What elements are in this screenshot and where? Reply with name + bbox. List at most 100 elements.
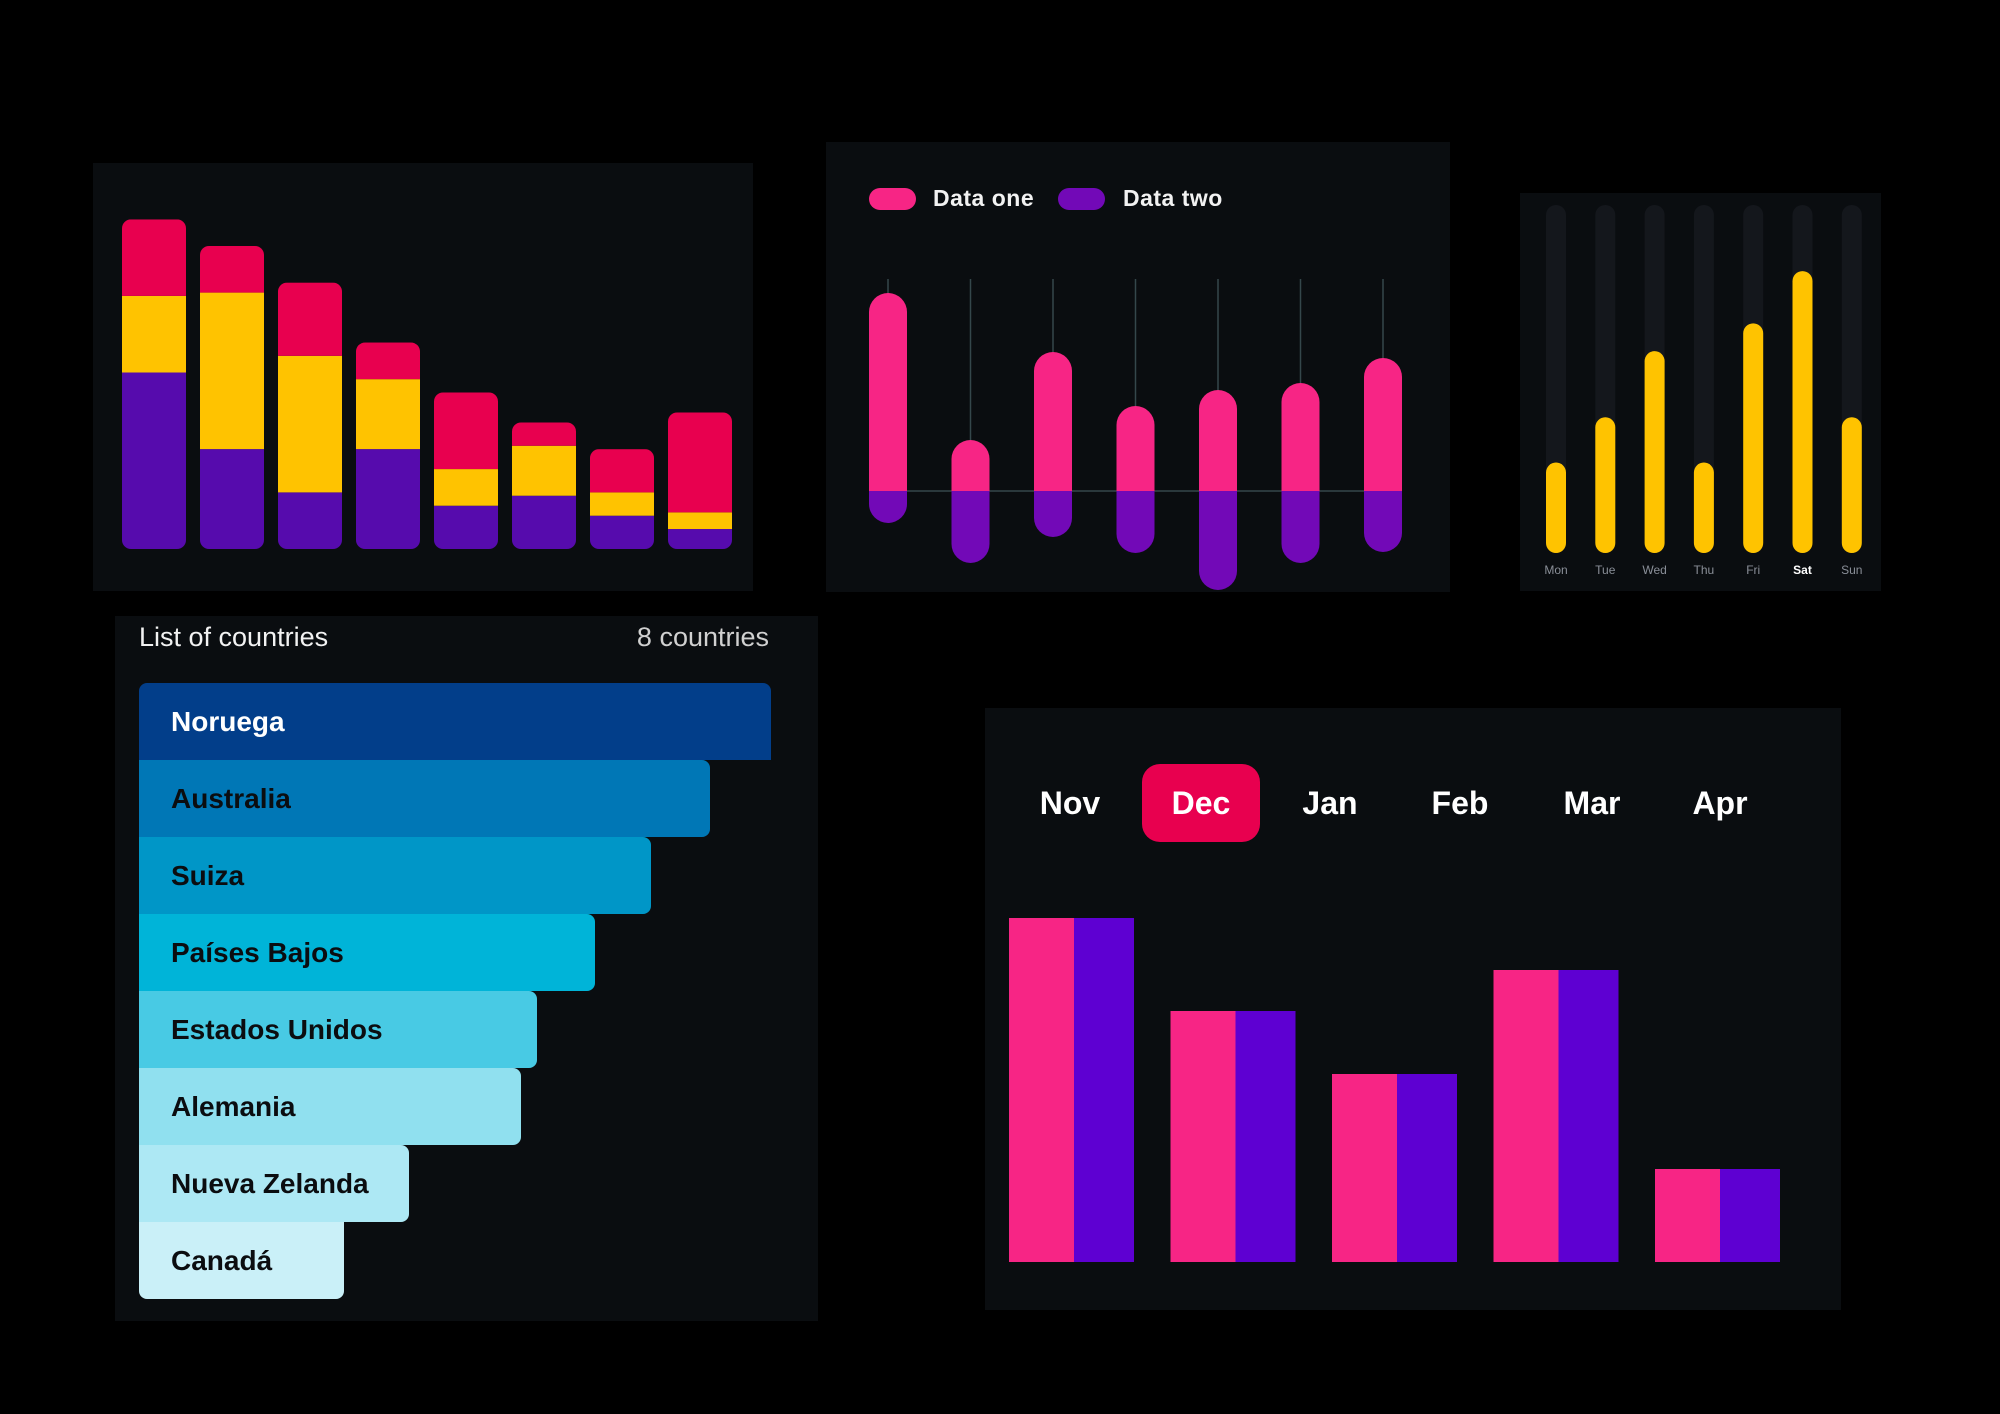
bar-data-one	[1199, 390, 1237, 491]
bar-segment	[278, 282, 342, 356]
bar-pink-nov	[1009, 918, 1074, 1262]
bar-segment	[122, 219, 186, 296]
bar-data-one	[951, 440, 990, 491]
bar-purple-feb	[1397, 1074, 1457, 1262]
bar-pink-jan	[1170, 1011, 1236, 1262]
stacked-bar	[434, 392, 498, 549]
day-label-fri: Fri	[1746, 563, 1761, 577]
bar-pink-apr	[1655, 1169, 1720, 1262]
country-name: Suiza	[171, 860, 245, 891]
bar-data-one	[1116, 406, 1155, 491]
bar-data-two	[1199, 491, 1237, 590]
bar-segment	[434, 392, 498, 470]
bar-data-two	[1034, 491, 1072, 537]
bar-data-two	[1116, 491, 1155, 553]
bar-segment	[278, 355, 342, 493]
country-row[interactable]: Noruega	[139, 683, 771, 760]
bar-segment	[434, 505, 498, 549]
tab-dec[interactable]: Dec	[1142, 764, 1260, 842]
bar-mon	[1546, 462, 1566, 553]
day-label-wed: Wed	[1642, 563, 1667, 577]
stacked-bar	[200, 245, 264, 549]
country-name: Países Bajos	[171, 937, 344, 968]
bar-segment	[356, 342, 420, 380]
country-name: Alemania	[171, 1091, 296, 1122]
bar-segment	[356, 379, 420, 450]
stacked-bar	[356, 342, 420, 549]
country-row[interactable]: Nueva Zelanda	[139, 1145, 410, 1222]
bar-data-two	[951, 491, 990, 563]
stacked-bar	[590, 449, 654, 549]
country-name: Australia	[171, 783, 291, 814]
bar-segment	[200, 245, 264, 293]
tab-apr[interactable]: Apr	[1692, 785, 1748, 821]
tab-feb[interactable]: Feb	[1431, 785, 1489, 821]
tab-mar[interactable]: Mar	[1563, 785, 1621, 821]
bar-purple-jan	[1235, 1011, 1296, 1262]
bar-segment	[512, 422, 576, 446]
bar-segment	[434, 469, 498, 506]
bar-tue	[1595, 417, 1616, 553]
stacked-bar	[278, 282, 342, 549]
bar-segment	[200, 292, 264, 450]
bar-data-one	[1281, 383, 1320, 491]
day-label-tue: Tue	[1595, 563, 1616, 577]
bar-wed	[1644, 351, 1665, 553]
bar-segment	[590, 449, 654, 493]
tab-nov[interactable]: Nov	[1039, 785, 1101, 821]
legend-swatch-data-one	[869, 188, 916, 210]
country-name: Noruega	[171, 706, 285, 737]
country-row[interactable]: Estados Unidos	[139, 991, 537, 1068]
bar-data-two	[869, 491, 907, 523]
bar-segment	[122, 295, 186, 373]
bar-purple-mar	[1558, 970, 1619, 1262]
bar-segment	[356, 449, 420, 549]
day-label-sun: Sun	[1841, 563, 1863, 577]
stacked-bar	[668, 412, 732, 549]
bar-sat	[1792, 271, 1813, 553]
bar-data-two	[1364, 491, 1402, 552]
list-count: 8 countries	[636, 622, 769, 652]
tab-jan[interactable]: Jan	[1302, 785, 1358, 821]
bar-segment	[512, 495, 576, 549]
bar-data-one	[1034, 352, 1072, 491]
legend-label-data-one: Data one	[933, 185, 1035, 211]
stacked-bar	[122, 219, 186, 549]
bar-segment	[668, 512, 732, 530]
bar-sun	[1841, 417, 1862, 553]
legend-swatch-data-two	[1058, 188, 1105, 210]
country-row[interactable]: Australia	[139, 760, 710, 837]
day-label-sat: Sat	[1793, 563, 1812, 577]
bar-segment	[668, 529, 732, 549]
bar-purple-nov	[1074, 918, 1134, 1262]
stacked-bar	[512, 422, 576, 549]
country-row[interactable]: Suiza	[139, 837, 651, 914]
bar-pink-feb	[1332, 1074, 1397, 1262]
bar-data-two	[1281, 491, 1320, 563]
bar-thu	[1693, 462, 1714, 553]
bar-segment	[590, 515, 654, 549]
bar-segment	[668, 412, 732, 513]
country-name: Nueva Zelanda	[171, 1168, 369, 1199]
list-title: List of countries	[139, 622, 329, 652]
bar-segment	[122, 372, 186, 549]
bar-pink-mar	[1493, 970, 1559, 1262]
bar-purple-apr	[1720, 1169, 1780, 1262]
country-row[interactable]: Alemania	[139, 1068, 521, 1145]
country-row[interactable]: Países Bajos	[139, 914, 595, 991]
legend-label-data-two: Data two	[1123, 185, 1223, 211]
bar-data-one	[869, 293, 907, 491]
country-row[interactable]: Canadá	[139, 1222, 345, 1299]
day-label-mon: Mon	[1544, 563, 1568, 577]
bar-fri	[1743, 323, 1764, 553]
country-name: Estados Unidos	[171, 1014, 383, 1045]
bar-segment	[200, 449, 264, 549]
bar-segment	[512, 445, 576, 496]
bar-segment	[590, 492, 654, 516]
bar-segment	[278, 492, 342, 549]
day-label-thu: Thu	[1693, 563, 1715, 577]
